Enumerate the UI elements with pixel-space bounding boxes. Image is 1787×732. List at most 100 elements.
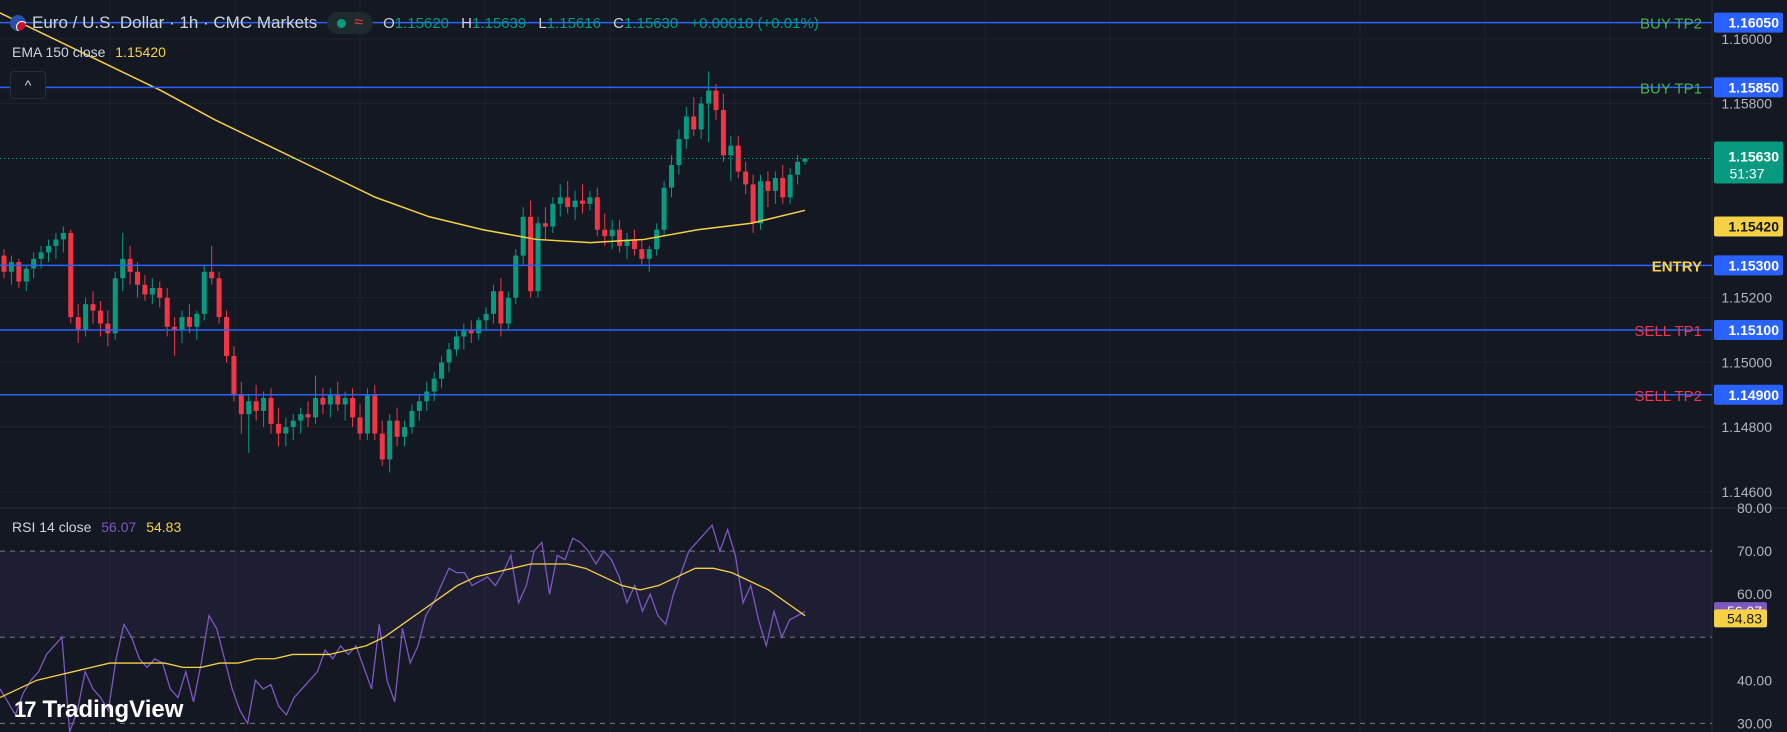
- candle-body[interactable]: [409, 410, 415, 428]
- candle-body[interactable]: [298, 414, 304, 421]
- candle-body[interactable]: [669, 165, 674, 188]
- candle-body[interactable]: [617, 229, 623, 246]
- candle-body[interactable]: [802, 158, 808, 162]
- candle-body[interactable]: [765, 181, 771, 191]
- candle-body[interactable]: [661, 187, 667, 230]
- candle-body[interactable]: [320, 397, 326, 405]
- candle-body[interactable]: [31, 258, 37, 269]
- candle-body[interactable]: [1, 255, 7, 272]
- candle-body[interactable]: [439, 362, 445, 379]
- candle-body[interactable]: [120, 258, 126, 279]
- candle-body[interactable]: [683, 116, 689, 140]
- candle-body[interactable]: [364, 394, 370, 434]
- candle-body[interactable]: [468, 330, 474, 334]
- candle-body[interactable]: [283, 427, 289, 434]
- tradingview-logo[interactable]: 17 TradingView: [14, 696, 183, 724]
- candle-body[interactable]: [758, 181, 763, 224]
- candle-body[interactable]: [394, 420, 400, 437]
- candle-body[interactable]: [639, 249, 645, 259]
- candle-body[interactable]: [713, 90, 719, 111]
- candle-body[interactable]: [90, 304, 96, 311]
- candle-body[interactable]: [379, 433, 385, 460]
- candle-body[interactable]: [780, 177, 786, 198]
- ema-legend[interactable]: EMA 150 close 1.15420: [12, 44, 166, 60]
- candle-body[interactable]: [772, 177, 778, 191]
- candle-body[interactable]: [23, 268, 29, 282]
- rsi-line[interactable]: [0, 523, 806, 732]
- candle-body[interactable]: [335, 394, 341, 405]
- candle-body[interactable]: [572, 200, 578, 208]
- candle-body[interactable]: [246, 401, 252, 415]
- candle-body[interactable]: [720, 110, 726, 156]
- candle-body[interactable]: [253, 401, 259, 411]
- rsi-legend[interactable]: RSI 14 close 56.07 54.83: [12, 519, 181, 535]
- candle-body[interactable]: [172, 326, 178, 331]
- candle-body[interactable]: [83, 304, 89, 331]
- candle-body[interactable]: [565, 197, 571, 208]
- candle-body[interactable]: [580, 200, 585, 204]
- candle-body[interactable]: [16, 262, 22, 282]
- candle-body[interactable]: [201, 271, 207, 314]
- candle-body[interactable]: [520, 216, 526, 256]
- candle-body[interactable]: [112, 278, 118, 334]
- candle-body[interactable]: [275, 423, 281, 434]
- candle-body[interactable]: [327, 394, 333, 405]
- candle-body[interactable]: [372, 394, 378, 434]
- candle-body[interactable]: [149, 287, 155, 295]
- candle-body[interactable]: [535, 223, 541, 292]
- candle-body[interactable]: [646, 249, 652, 259]
- candle-body[interactable]: [194, 313, 200, 327]
- candle-body[interactable]: [476, 320, 482, 334]
- candle-body[interactable]: [186, 317, 192, 327]
- candle-body[interactable]: [676, 139, 682, 166]
- candle-body[interactable]: [38, 252, 44, 259]
- candle-body[interactable]: [105, 323, 111, 334]
- candle-body[interactable]: [357, 417, 363, 434]
- candle-body[interactable]: [513, 255, 519, 298]
- candle-body[interactable]: [350, 397, 356, 418]
- candle-body[interactable]: [424, 391, 430, 402]
- candle-body[interactable]: [698, 103, 704, 130]
- candle-body[interactable]: [446, 349, 452, 363]
- candle-body[interactable]: [557, 197, 563, 204]
- candle-body[interactable]: [209, 271, 215, 279]
- candle-body[interactable]: [706, 90, 712, 104]
- candle-body[interactable]: [157, 287, 163, 298]
- candle-body[interactable]: [231, 355, 237, 395]
- candle-body[interactable]: [542, 223, 548, 227]
- candle-body[interactable]: [743, 171, 749, 185]
- candle-body[interactable]: [135, 271, 140, 285]
- candle-body[interactable]: [402, 427, 407, 437]
- candle-body[interactable]: [624, 239, 630, 246]
- candle-body[interactable]: [587, 197, 593, 204]
- symbol-title[interactable]: Euro / U.S. Dollar · 1h · CMC Markets: [32, 13, 318, 32]
- candle-body[interactable]: [795, 161, 801, 175]
- candle-body[interactable]: [453, 336, 459, 350]
- candle-body[interactable]: [60, 232, 66, 240]
- candle-body[interactable]: [142, 284, 148, 295]
- market-status-badge[interactable]: ≈: [327, 12, 374, 34]
- candle-body[interactable]: [216, 278, 222, 318]
- candle-body[interactable]: [631, 239, 637, 250]
- candle-body[interactable]: [290, 420, 296, 428]
- candle-body[interactable]: [431, 378, 437, 392]
- candle-body[interactable]: [416, 401, 422, 411]
- candle-body[interactable]: [498, 291, 504, 324]
- candle-body[interactable]: [179, 317, 185, 331]
- candle-body[interactable]: [53, 239, 59, 246]
- candle-body[interactable]: [491, 291, 496, 314]
- candle-body[interactable]: [75, 317, 81, 331]
- candle-body[interactable]: [8, 262, 14, 272]
- candle-body[interactable]: [313, 397, 318, 418]
- rsi-ma-line[interactable]: [0, 563, 806, 699]
- candle-body[interactable]: [224, 317, 229, 356]
- candle-body[interactable]: [68, 232, 74, 318]
- candle-body[interactable]: [735, 145, 741, 172]
- candle-body[interactable]: [528, 216, 534, 292]
- candle-body[interactable]: [787, 174, 793, 198]
- candle-body[interactable]: [46, 245, 51, 253]
- candle-body[interactable]: [483, 313, 489, 321]
- candle-body[interactable]: [728, 145, 734, 156]
- collapse-legend-button[interactable]: ^: [10, 71, 46, 99]
